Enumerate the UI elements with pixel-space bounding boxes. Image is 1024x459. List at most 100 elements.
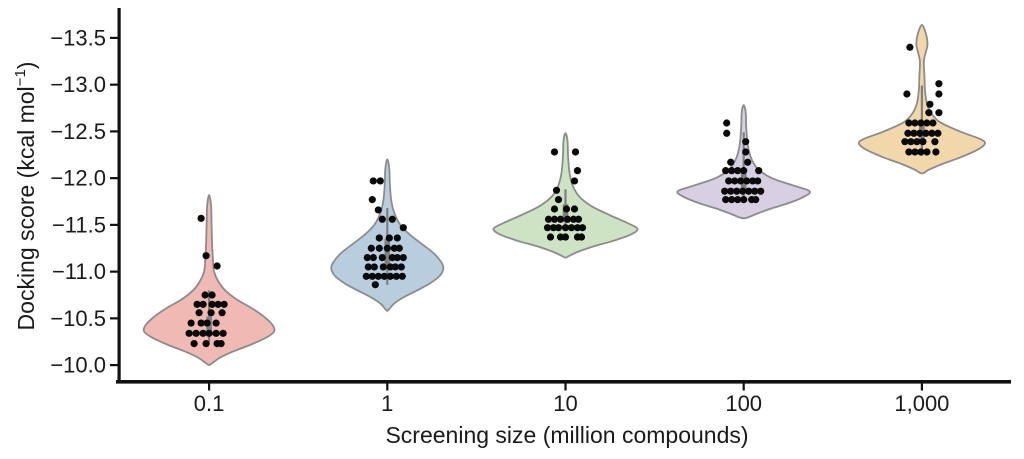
data-point xyxy=(731,177,739,185)
y-axis-title-superscript: −1 xyxy=(12,69,30,87)
data-point xyxy=(391,263,399,271)
data-point xyxy=(192,329,200,337)
violin-group-1,000 xyxy=(857,23,986,175)
data-point xyxy=(556,233,565,241)
data-point xyxy=(574,215,583,223)
data-point xyxy=(386,263,394,271)
x-axis-spine xyxy=(116,380,1011,384)
data-point xyxy=(197,319,205,327)
data-point xyxy=(929,119,937,127)
data-point xyxy=(740,196,748,204)
data-point xyxy=(549,224,558,232)
data-point xyxy=(923,119,931,127)
data-point xyxy=(721,187,729,195)
data-point xyxy=(544,215,553,223)
data-point xyxy=(570,205,579,213)
data-point xyxy=(722,167,730,175)
data-point xyxy=(375,234,383,242)
data-point xyxy=(550,205,559,213)
data-point xyxy=(379,263,387,271)
data-point xyxy=(563,215,572,223)
data-point xyxy=(368,272,376,280)
data-point xyxy=(550,215,559,223)
data-point xyxy=(218,309,226,317)
data-point xyxy=(362,272,370,280)
data-point xyxy=(923,148,931,156)
data-point xyxy=(573,224,582,232)
y-tick-label: −11.5 xyxy=(52,212,106,237)
data-point xyxy=(374,272,382,280)
data-point xyxy=(367,244,375,252)
data-point xyxy=(208,300,216,308)
data-point xyxy=(742,138,750,146)
data-point xyxy=(743,177,751,185)
data-point xyxy=(393,254,401,262)
data-point xyxy=(369,254,377,262)
data-point xyxy=(199,329,207,337)
data-point xyxy=(926,100,934,108)
x-tick-label: 100 xyxy=(725,391,762,416)
data-point xyxy=(185,329,193,337)
data-point xyxy=(922,129,930,137)
data-point xyxy=(917,119,925,127)
data-point xyxy=(573,167,582,175)
data-point xyxy=(552,186,561,194)
data-point xyxy=(399,224,407,232)
y-axis-title-close: ) xyxy=(12,61,39,70)
data-point xyxy=(390,244,398,252)
data-point xyxy=(395,244,403,252)
y-tick-label: −12.0 xyxy=(50,166,106,191)
data-point xyxy=(578,224,587,232)
data-point xyxy=(392,272,400,280)
data-point xyxy=(378,254,386,262)
data-point xyxy=(202,340,210,348)
data-point xyxy=(737,177,745,185)
data-point xyxy=(745,187,753,195)
data-point xyxy=(195,309,203,317)
data-point xyxy=(740,167,748,175)
data-point xyxy=(932,148,940,156)
y-axis-title: Docking score (kcal mol−1) xyxy=(12,62,40,331)
data-point xyxy=(749,177,757,185)
data-point xyxy=(917,148,925,156)
data-point xyxy=(934,129,942,137)
x-tick-label: 1 xyxy=(381,391,393,416)
data-point xyxy=(393,234,401,242)
y-tick-label: −13.0 xyxy=(50,72,106,97)
data-point xyxy=(371,281,379,289)
data-point xyxy=(925,109,933,117)
data-point xyxy=(388,215,396,223)
violin-shape xyxy=(142,194,276,366)
data-point xyxy=(734,196,742,204)
data-point xyxy=(364,263,372,271)
data-point xyxy=(374,206,382,214)
data-point xyxy=(919,138,927,146)
data-point xyxy=(205,329,213,337)
data-point xyxy=(752,196,760,204)
data-point xyxy=(906,43,914,51)
y-axis-title-text: Docking score (kcal mol xyxy=(12,86,39,331)
data-point xyxy=(577,233,586,241)
data-point xyxy=(739,187,747,195)
data-point xyxy=(212,319,220,327)
data-point xyxy=(369,177,377,185)
data-point xyxy=(220,300,228,308)
data-point xyxy=(935,109,943,117)
data-point xyxy=(385,234,393,242)
data-point xyxy=(193,300,201,308)
data-point xyxy=(931,138,939,146)
x-tick-label: 10 xyxy=(553,391,577,416)
data-point xyxy=(734,167,742,175)
data-point xyxy=(561,233,570,241)
data-point xyxy=(375,244,383,252)
data-point xyxy=(212,329,220,337)
violin-group-0.1 xyxy=(142,194,276,366)
data-point xyxy=(744,158,752,166)
data-point xyxy=(363,254,371,262)
data-point xyxy=(554,196,563,204)
data-point xyxy=(556,215,565,223)
data-point xyxy=(217,340,225,348)
data-point xyxy=(755,167,763,175)
data-point xyxy=(722,196,730,204)
